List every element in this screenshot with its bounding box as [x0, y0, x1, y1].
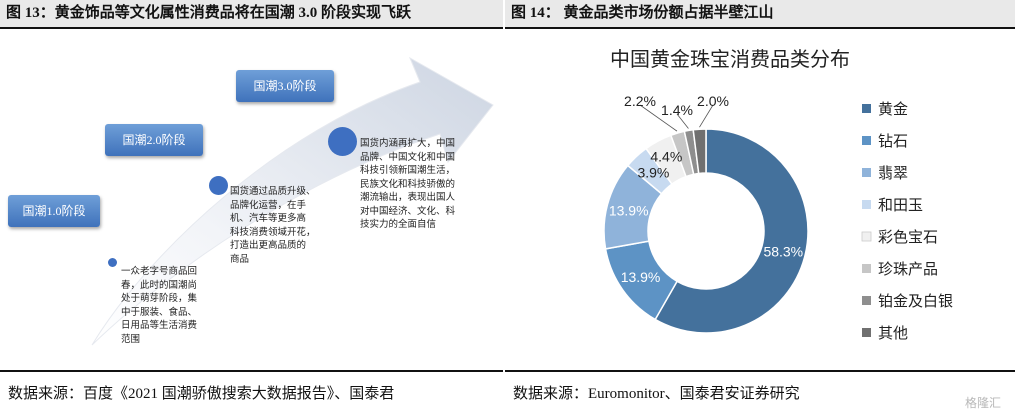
donut-slices	[603, 128, 809, 334]
donut-chart: 中国黄金珠宝消费品类分布 58.3% 13.9% 13.9% 3.9%4.4% 2.2%…	[603, 48, 953, 342]
data-label-1: 58.3%	[763, 244, 803, 260]
left-source-note: 数据来源：百度《2021 国潮骄傲搜索大数据报告》、国泰君	[8, 386, 395, 402]
leader-line-8	[699, 104, 714, 128]
stage-2-description: 国货通过品质升级、 品牌化运营，在手 机、汽车等更多高 科技消费领域开花， 打造…	[230, 186, 345, 267]
legend-swatch-8	[862, 328, 871, 337]
text-line: 对中国经济、文化、科	[360, 206, 456, 217]
panel-divider	[503, 0, 505, 417]
text-line: 日用品等生活消费	[121, 321, 198, 331]
legend-swatch-4	[862, 200, 871, 209]
slice-8	[692, 128, 707, 175]
right-top-rule	[505, 27, 1015, 29]
stage-3-dot	[328, 127, 357, 156]
legend-swatch-2	[862, 136, 871, 145]
text-line: 民族文化和科技骄傲的	[360, 179, 456, 190]
legend-label-6: 珍珠产品	[878, 261, 938, 278]
legend-swatch-1	[862, 104, 871, 113]
text-line: 春，此时的国潮尚	[121, 280, 198, 291]
watermark: 格隆汇	[964, 396, 1001, 410]
growth-arrow	[91, 56, 494, 346]
text-line: 科技引领新国潮生活，	[360, 166, 456, 176]
stage-2-dot	[209, 176, 228, 195]
right-figure-title: 图 14： 黄金品类市场份额占据半壁江山	[505, 0, 1015, 27]
stage-3-description: 国货内涵再扩大，中国 品牌、中国文化和中国 科技引领新国潮生活， 民族文化和科技…	[360, 138, 485, 233]
legend-label-2: 钻石	[878, 133, 908, 150]
text-line: 国货通过品质升级、	[230, 187, 316, 197]
text-line: 潮流输出，表现出国人	[360, 193, 456, 203]
text-line: 技实力的全面自信	[360, 220, 437, 230]
data-label-3: 13.9%	[609, 202, 649, 218]
data-label-6: 2.2%	[624, 93, 656, 109]
stage-1-dot	[108, 258, 117, 267]
legend-label-7: 铂金及白银	[878, 293, 953, 310]
text-line: 科技消费领域开花，	[230, 227, 316, 238]
chart-title: 中国黄金珠宝消费品类分布	[610, 48, 850, 71]
data-labels: 58.3% 13.9% 13.9% 3.9%4.4% 2.2% 1.4%2.0%	[609, 93, 803, 285]
data-label-4: 3.9%	[637, 165, 669, 181]
right-bottom-rule	[505, 370, 1015, 372]
legend-swatch-7	[862, 296, 871, 305]
legend-label-1: 黄金	[878, 101, 908, 118]
legend-label-5: 彩色宝石	[878, 229, 938, 246]
data-label-7: 1.4%	[661, 102, 693, 118]
left-top-rule	[0, 27, 503, 29]
legend-label-8: 其他	[878, 325, 908, 342]
left-figure-panel: 图 13：黄金饰品等文化属性消费品将在国潮 3.0 阶段实现飞跃 国潮1.0阶段…	[0, 0, 503, 417]
legend-label-4: 和田玉	[878, 197, 923, 214]
leader-line-6	[639, 104, 678, 132]
stage-1-label: 国潮1.0阶段	[8, 195, 100, 227]
leader-lines	[639, 104, 714, 132]
legend-label-3: 翡翠	[878, 165, 908, 182]
text-line: 国货内涵再扩大，中国	[360, 139, 456, 149]
slice-1	[654, 128, 809, 334]
text-line: 打造出更高品质的	[230, 241, 307, 251]
legend-swatch-3	[862, 168, 871, 177]
leader-line-7	[676, 113, 689, 129]
text-line: 品牌化运营，在手	[230, 200, 307, 211]
right-figure-panel: 图 14： 黄金品类市场份额占据半壁江山 中国黄金珠宝消费品类分布 58.3% 1…	[505, 0, 1015, 417]
right-source-note: 数据来源：Euromonitor、国泰君安证券研究	[513, 386, 800, 402]
stage-1-description: 一众老字号商品回 春，此时的国潮尚 处于萌芽阶段，集 中于服装、食品、 日用品等…	[121, 266, 231, 347]
data-label-8: 2.0%	[697, 93, 729, 109]
text-line: 机、汽车等更多高	[230, 214, 307, 224]
text-line: 中于服装、食品、	[121, 307, 198, 318]
legend-swatch-5	[861, 231, 872, 242]
data-label-2: 13.9%	[621, 269, 661, 285]
legend-swatch-6	[862, 264, 871, 273]
left-bottom-rule	[0, 370, 503, 372]
stage-2-label: 国潮2.0阶段	[105, 124, 203, 156]
text-line: 范围	[121, 334, 141, 345]
text-line: 处于萌芽阶段，集	[121, 294, 198, 304]
text-line: 一众老字号商品回	[121, 267, 198, 277]
left-figure-title: 图 13：黄金饰品等文化属性消费品将在国潮 3.0 阶段实现飞跃	[0, 0, 503, 27]
text-line: 品牌、中国文化和中国	[360, 152, 456, 163]
stage-3-label: 国潮3.0阶段	[236, 70, 334, 102]
data-label-5: 4.4%	[650, 148, 682, 164]
text-line: 商品	[230, 254, 250, 265]
